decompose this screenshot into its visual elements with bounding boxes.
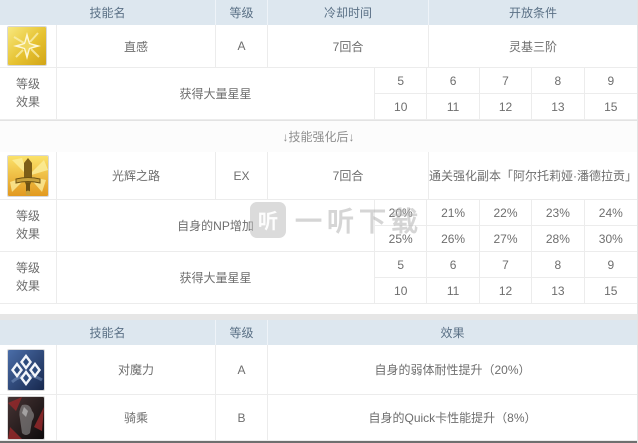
skill-row-shining-road: 光辉之路 EX 7回合 通关强化副本「阿尔托莉娅·潘德拉贡」 — [0, 152, 637, 200]
effect-description: 自身的NP增加 — [57, 200, 375, 252]
effect-value: 5 — [375, 68, 428, 94]
instinct-star-icon — [7, 26, 47, 66]
skill-row-instinct: 直感 A 7回合 灵基三阶 — [0, 25, 637, 68]
column-header-unlock-condition: 开放条件 — [508, 6, 557, 20]
effect-value: 15 — [584, 94, 637, 120]
skill-unlock-condition: 灵基三阶 — [429, 25, 637, 68]
magic-resistance-icon — [7, 348, 45, 391]
riding-icon — [7, 395, 45, 440]
effect-value: 8 — [532, 252, 585, 278]
effect-value: 8 — [532, 68, 585, 94]
skill-rank: EX — [216, 152, 268, 200]
skill-cooldown: 7回合 — [268, 152, 429, 200]
skill-cooldown: 7回合 — [268, 25, 429, 68]
effect-value: 7 — [479, 68, 533, 94]
effect-value: 24% — [584, 200, 637, 226]
effect-value: 10 — [375, 94, 428, 120]
class-skill-row-riding: 骑乘 B 自身的Quick卡性能提升（8%） — [0, 395, 637, 441]
effect-value: 12 — [479, 278, 533, 304]
effect-value: 11 — [427, 278, 480, 304]
class-skill-name: 骑乘 — [57, 395, 216, 441]
column-header-rank: 等级 — [216, 0, 268, 25]
skill-icon-cell — [0, 152, 57, 200]
level-effect-label: 等级 效果 — [0, 68, 57, 120]
skill-rank: A — [216, 25, 268, 68]
effect-value: 10 — [375, 278, 428, 304]
class-skill-rank: A — [216, 345, 268, 395]
class-skill-table-header: 技能名 等级 效果 — [0, 320, 637, 345]
effect-value: 23% — [532, 200, 585, 226]
effect-value: 13 — [532, 94, 585, 120]
effect-value: 6 — [427, 252, 480, 278]
column-header-skill-name: 技能名 — [0, 320, 216, 345]
class-skill-rank: B — [216, 395, 268, 441]
effect-value: 15 — [584, 278, 637, 304]
effect-value: 9 — [584, 68, 637, 94]
skill-icon-cell — [0, 345, 57, 395]
column-header-skill-name: 技能名 — [0, 0, 216, 25]
column-header-cooldown: 冷却时间 — [268, 0, 429, 25]
effect-value: 25% — [375, 226, 428, 252]
effect-value: 5 — [375, 252, 428, 278]
skill-name: 直感 — [57, 25, 216, 68]
level-effect-label: 等级 效果 — [0, 252, 57, 304]
effect-value: 21% — [427, 200, 480, 226]
page-bottom-edge — [0, 441, 637, 443]
skill-table-header: 技能名 等级 冷却时间 开放条件 — [0, 0, 637, 25]
effect-value: 9 — [584, 252, 637, 278]
effect-value: 6 — [427, 68, 480, 94]
np-gain-effect-block: 等级 效果 自身的NP增加 20% 21% 22% 23% 24% 25% 26… — [0, 200, 637, 252]
star-gain-effect-block: 等级 效果 获得大量星星 5 6 7 8 9 10 11 12 13 15 — [0, 252, 637, 304]
column-header-rank: 等级 — [216, 320, 268, 345]
skill-unlock-condition: 通关强化副本「阿尔托莉娅·潘德拉贡」 — [429, 152, 637, 200]
effect-value: 30% — [584, 226, 637, 252]
effect-value: 13 — [532, 278, 585, 304]
class-skill-row-magic-resistance: 对魔力 A 自身的弱体耐性提升（20%） — [0, 345, 637, 395]
effect-value: 26% — [427, 226, 480, 252]
instinct-effect-block: 等级 效果 获得大量星星 5 6 7 8 9 10 11 12 13 15 — [0, 68, 637, 120]
skill-name: 光辉之路 — [57, 152, 216, 200]
class-skill-effect: 自身的弱体耐性提升（20%） — [268, 345, 637, 395]
class-skill-effect: 自身的Quick卡性能提升（8%） — [268, 395, 637, 441]
level-effect-label: 等级 效果 — [0, 200, 57, 252]
skill-icon-cell — [0, 395, 57, 441]
skill-upgrade-divider: ↓技能强化后↓ — [0, 120, 637, 152]
column-header-effect: 效果 — [440, 326, 465, 340]
class-skill-name: 对魔力 — [57, 345, 216, 395]
effect-value: 12 — [479, 94, 533, 120]
effect-value: 20% — [375, 200, 428, 226]
shining-road-sword-icon — [7, 154, 49, 197]
effect-value: 27% — [479, 226, 533, 252]
effect-value: 7 — [479, 252, 533, 278]
effect-description: 获得大量星星 — [57, 68, 375, 120]
effect-value: 28% — [532, 226, 585, 252]
effect-value: 11 — [427, 94, 480, 120]
effect-description: 获得大量星星 — [57, 252, 375, 304]
table-gap — [0, 304, 637, 320]
effect-value: 22% — [479, 200, 533, 226]
skill-icon-cell — [0, 25, 57, 68]
